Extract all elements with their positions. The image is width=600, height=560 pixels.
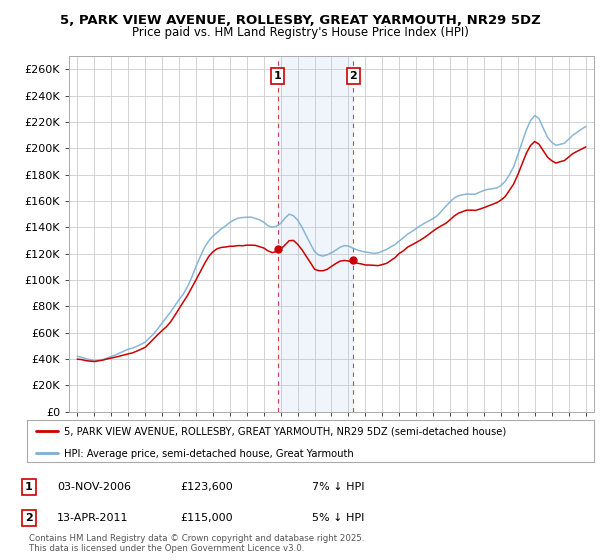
Text: 5, PARK VIEW AVENUE, ROLLESBY, GREAT YARMOUTH, NR29 5DZ: 5, PARK VIEW AVENUE, ROLLESBY, GREAT YAR… [59, 14, 541, 27]
Text: £123,600: £123,600 [180, 482, 233, 492]
Text: 2: 2 [25, 513, 32, 523]
Text: 1: 1 [25, 482, 32, 492]
Text: Contains HM Land Registry data © Crown copyright and database right 2025.
This d: Contains HM Land Registry data © Crown c… [29, 534, 364, 553]
Text: 2: 2 [349, 71, 357, 81]
Text: 03-NOV-2006: 03-NOV-2006 [57, 482, 131, 492]
Text: 13-APR-2011: 13-APR-2011 [57, 513, 128, 523]
Text: 7% ↓ HPI: 7% ↓ HPI [312, 482, 365, 492]
Text: £115,000: £115,000 [180, 513, 233, 523]
Text: 5, PARK VIEW AVENUE, ROLLESBY, GREAT YARMOUTH, NR29 5DZ (semi-detached house): 5, PARK VIEW AVENUE, ROLLESBY, GREAT YAR… [64, 426, 506, 436]
Text: Price paid vs. HM Land Registry's House Price Index (HPI): Price paid vs. HM Land Registry's House … [131, 26, 469, 39]
Text: 1: 1 [274, 71, 281, 81]
Bar [278, 56, 353, 412]
Text: 5% ↓ HPI: 5% ↓ HPI [312, 513, 364, 523]
Text: HPI: Average price, semi-detached house, Great Yarmouth: HPI: Average price, semi-detached house,… [64, 449, 353, 459]
